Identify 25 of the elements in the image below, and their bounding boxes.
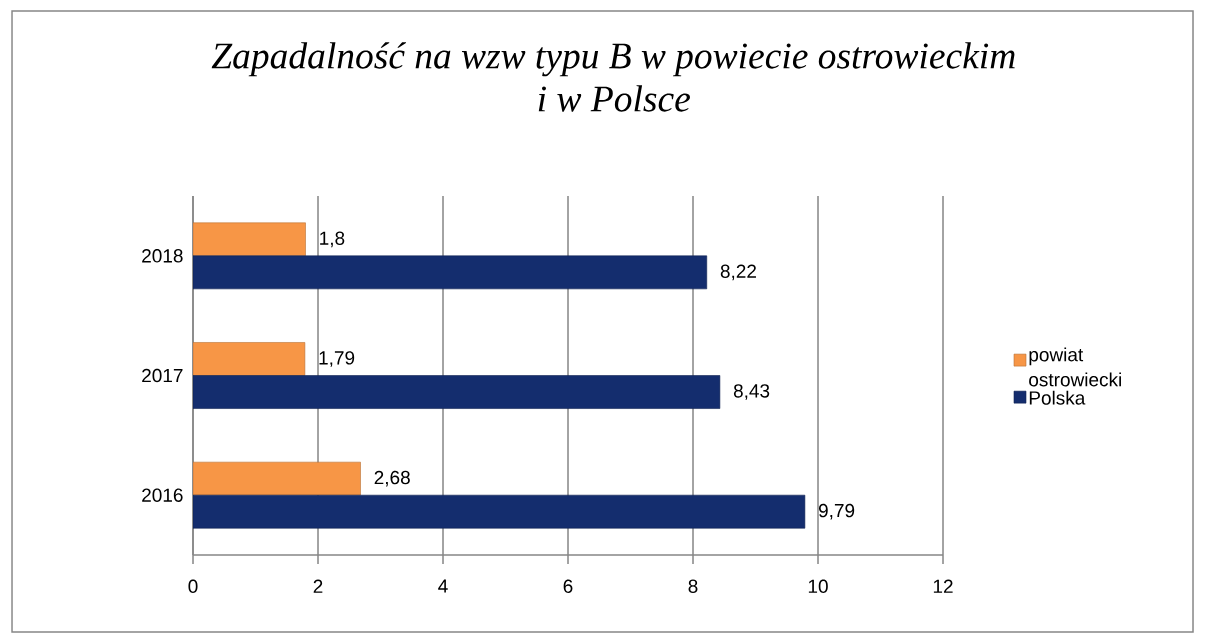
y-tick-label: 2018	[142, 249, 183, 263]
data-label: 1,79	[319, 351, 355, 367]
bar	[193, 342, 306, 376]
y-tick-label: 2016	[142, 488, 183, 502]
x-tick-label: 6	[563, 579, 573, 593]
bar	[193, 494, 806, 529]
chart-title: Zapadalność na wzw typu B w powiecie ostrowieckim i w Polsce	[211, 42, 1015, 112]
x-tick-label: 2	[313, 579, 323, 593]
data-label: 9,79	[818, 503, 855, 520]
bar	[193, 461, 361, 496]
data-label: 8,22	[720, 264, 756, 281]
legend-label: Polska	[1029, 390, 1086, 405]
x-tick-label: 10	[808, 579, 828, 593]
y-tick-label: 2017	[142, 368, 183, 383]
legend-label: powiat ostrowiecki	[1029, 347, 1121, 387]
bar	[193, 375, 721, 409]
x-tick-label: 12	[933, 579, 953, 593]
bar	[193, 255, 708, 290]
data-label: 8,43	[733, 384, 770, 400]
data-label: 1,8	[320, 231, 345, 248]
x-tick-label: 4	[438, 579, 448, 593]
x-tick-label: 0	[188, 579, 198, 593]
x-tick-label: 8	[688, 579, 698, 593]
data-label: 2,68	[374, 470, 410, 487]
bar	[193, 222, 306, 257]
